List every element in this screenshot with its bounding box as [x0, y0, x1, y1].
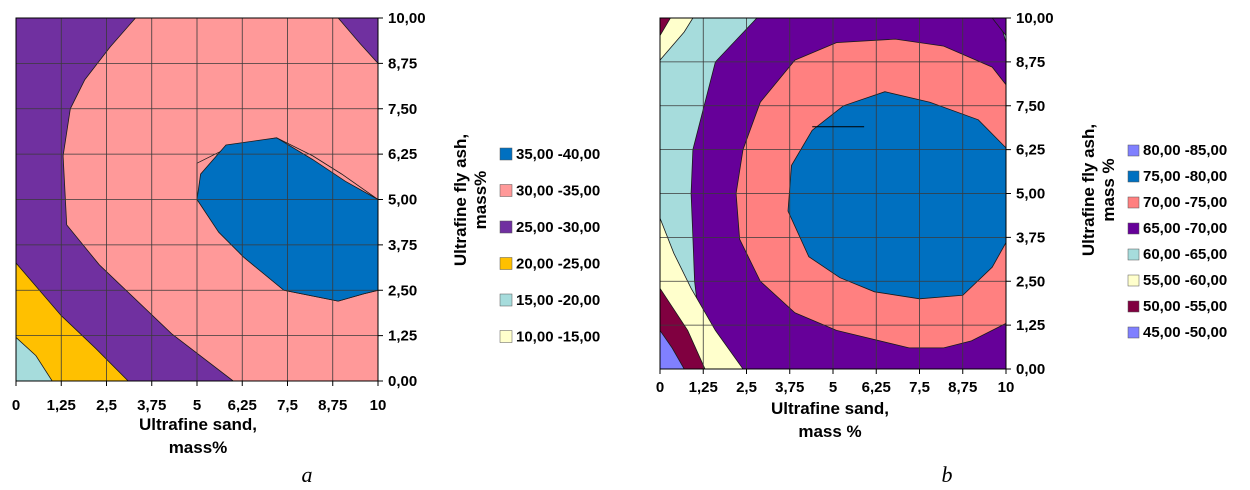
chart-a-x-axis-title: Ultrafine sand,	[139, 415, 257, 434]
chart-a-legend-label: 25,00 -30,00	[516, 219, 600, 236]
chart-a-ytick-label: 5,00	[388, 192, 417, 209]
chart-a-xtick-label: 10	[370, 397, 387, 414]
chart-a-legend-swatch-3	[499, 257, 513, 270]
chart-b-xtick-label: 2,5	[736, 379, 757, 396]
chart-b-ytick-label: 10,00	[1016, 10, 1054, 27]
chart-a-y-axis-title: Ultrafine fly ash,	[451, 134, 470, 266]
chart-b-xtick-label: 8,75	[948, 379, 977, 396]
chart-a-legend-label: 10,00 -15,00	[516, 329, 600, 346]
chart-a-legend-swatch-1	[499, 184, 513, 197]
chart-b-legend-label: 70,00 -75,00	[1143, 194, 1227, 211]
chart-b-ytick-label: 2,50	[1016, 273, 1045, 290]
chart-a-xtick-label: 6,25	[228, 397, 257, 414]
chart-a-xtick-label: 0	[12, 397, 20, 414]
chart-b-x-axis-title: Ultrafine sand,	[771, 399, 889, 418]
chart-b-legend-swatch-4	[1127, 248, 1140, 261]
chart-a-plot-area	[16, 18, 378, 381]
chart-a-ytick-label: 2,50	[388, 282, 417, 299]
chart-b-x-axis-title: mass %	[798, 422, 861, 441]
chart-b-legend-swatch-1	[1127, 170, 1140, 183]
chart-b-legend-label: 75,00 -80,00	[1143, 168, 1227, 185]
chart-b-legend-swatch-0	[1127, 144, 1140, 157]
chart-a-ytick-label: 10,00	[388, 10, 426, 27]
chart-b-legend-label: 80,00 -85,00	[1143, 142, 1227, 159]
chart-b-region-55-60-7	[660, 18, 694, 61]
chart-a-legend-swatch-4	[499, 293, 513, 307]
chart-b-ytick-label: 5,00	[1016, 186, 1045, 203]
chart-b-y-axis-title: Ultrafine fly ash,	[1079, 124, 1098, 256]
chart-a-xtick-label: 2,5	[96, 397, 117, 414]
chart-a-xtick-label: 3,75	[137, 397, 166, 414]
chart-b-ytick-label: 1,25	[1016, 317, 1045, 334]
chart-b-legend-label: 50,00 -55,00	[1143, 298, 1227, 315]
chart-b-plot-area	[660, 18, 1006, 369]
chart-b-region-65-70-9	[991, 18, 1006, 37]
chart-a-ytick-label: 8,75	[388, 55, 417, 72]
chart-b-region-50-55-8	[660, 18, 671, 37]
chart-a-ytick-label: 3,75	[388, 237, 417, 254]
chart-a-ytick-label: 1,25	[388, 328, 417, 345]
chart-b-legend-label: 60,00 -65,00	[1143, 246, 1227, 263]
chart-a-x-axis-title: mass%	[169, 438, 228, 457]
chart-a-xtick-label: 8,75	[318, 397, 347, 414]
chart-a-legend-label: 30,00 -35,00	[516, 183, 600, 200]
chart-b-ytick-label: 3,75	[1016, 229, 1045, 246]
chart-b-xtick-label: 7,5	[909, 379, 930, 396]
chart-a-xtick-label: 7,5	[277, 397, 298, 414]
chart-b-ytick-label: 8,75	[1016, 54, 1045, 71]
chart-a-panel-label: a	[302, 462, 313, 487]
chart-a-legend-swatch-2	[499, 220, 513, 234]
contour-chart-b: 0,00 1,25 2,50 3,75 5,00 6,25 7,50 8,75 10,00 0 1,…	[656, 10, 1227, 487]
chart-b-panel-label: b	[942, 462, 953, 487]
chart-b-xtick-label: 10	[998, 379, 1015, 396]
chart-a-xtick-label: 1,25	[47, 397, 76, 414]
chart-a-ytick-label: 7,50	[388, 101, 417, 118]
chart-b-legend-swatch-2	[1127, 196, 1140, 209]
chart-a-xtick-label: 5	[193, 397, 201, 414]
chart-a-legend: 35,00 -40,00 30,00 -35,00 25,00 -30,00 20,0…	[499, 146, 600, 346]
chart-b-ytick-label: 0,00	[1016, 361, 1045, 378]
chart-a-legend-label: 20,00 -25,00	[516, 256, 600, 273]
chart-b-legend-swatch-3	[1127, 222, 1140, 235]
chart-b-region-45-50-6	[660, 329, 685, 369]
chart-b-legend-label: 45,00 -50,00	[1143, 324, 1227, 341]
chart-b-xtick-label: 1,25	[689, 379, 718, 396]
chart-b-legend-swatch-7	[1127, 326, 1140, 339]
chart-b-xtick-label: 6,25	[862, 379, 891, 396]
chart-b-y-axis-title: mass %	[1099, 158, 1118, 221]
chart-b-ytick-label: 6,25	[1016, 142, 1045, 159]
chart-b-legend-label: 65,00 -70,00	[1143, 220, 1227, 237]
contour-chart-a: 0,00 1,25 2,50 3,75 5,00 6,25 7,50 8,75 10,00 0 1,…	[12, 10, 600, 487]
chart-b-xtick-label: 5	[829, 379, 837, 396]
chart-a-legend-swatch-0	[499, 147, 513, 161]
chart-a-region-20-25-3	[16, 262, 129, 381]
chart-b-ytick-label: 7,50	[1016, 98, 1045, 115]
chart-a-ytick-label: 0,00	[388, 373, 417, 390]
chart-b-legend: 80,00 -85,00 75,00 -80,00 70,00 -75,00 65,0…	[1127, 142, 1227, 341]
chart-a-ytick-label: 6,25	[388, 146, 417, 163]
chart-a-region-15-20-4	[16, 336, 53, 381]
chart-b-xtick-label: 0	[656, 379, 664, 396]
chart-a-legend-label: 35,00 -40,00	[516, 146, 600, 163]
chart-b-xtick-label: 3,75	[775, 379, 804, 396]
chart-b-legend-swatch-6	[1127, 300, 1140, 313]
chart-a-y-axis-title: mass%	[471, 171, 490, 230]
chart-a-legend-swatch-5	[499, 330, 513, 343]
chart-a-legend-label: 15,00 -20,00	[516, 292, 600, 309]
chart-b-legend-swatch-5	[1127, 274, 1140, 287]
chart-b-legend-label: 55,00 -60,00	[1143, 272, 1227, 289]
